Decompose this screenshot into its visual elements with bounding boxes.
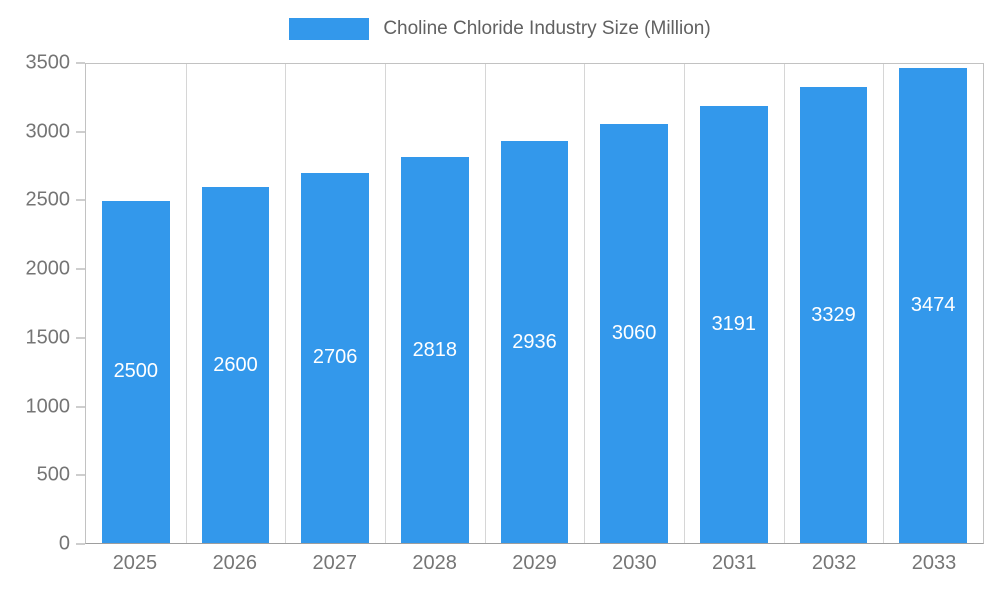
y-tick-label: 3000: [25, 120, 71, 143]
y-tick-label: 500: [36, 463, 70, 486]
y-tick-mark: [76, 543, 85, 545]
y-tick-mark: [76, 131, 85, 133]
vertical-gridline: [883, 64, 885, 543]
bar-2033[interactable]: 3474: [899, 67, 968, 543]
bar-value-label: 2936: [512, 330, 557, 353]
y-tick-label: 0: [58, 532, 70, 555]
bar-2025[interactable]: 2500: [101, 200, 170, 543]
chart-title: Choline Chloride Industry Size (Million): [383, 18, 711, 39]
vertical-gridline: [185, 64, 187, 543]
vertical-gridline: [484, 64, 486, 543]
vertical-gridline: [683, 64, 685, 543]
y-tick-label: 3500: [25, 51, 71, 74]
x-tick-label: 2031: [712, 552, 757, 574]
x-tick-label: 2033: [911, 552, 957, 574]
vertical-gridline: [285, 64, 287, 543]
bar-value-label: 2818: [412, 338, 458, 361]
bar-2030[interactable]: 3060: [600, 124, 669, 543]
x-tick-label: 2032: [811, 552, 857, 574]
legend-swatch: [289, 18, 370, 40]
y-tick-mark: [76, 199, 85, 201]
bar-2032[interactable]: 3329: [799, 87, 868, 543]
x-tick-label: 2028: [412, 552, 457, 574]
bar-2031[interactable]: 3191: [699, 106, 768, 543]
bar-2028[interactable]: 2818: [400, 157, 469, 543]
y-tick-label: 1000: [25, 395, 71, 418]
vertical-gridline: [384, 64, 386, 543]
y-axis-ticks: [76, 62, 85, 545]
y-tick-mark: [76, 474, 85, 476]
y-tick-label: 1500: [25, 326, 71, 349]
y-tick-mark: [76, 406, 85, 408]
bar-2029[interactable]: 2936: [500, 141, 569, 543]
x-axis: 2025 2026 2027 2028 2029 2030 2031 2032 2033: [85, 552, 984, 582]
bar-value-label: 3474: [910, 293, 956, 316]
y-tick-mark: [76, 268, 85, 270]
bar-value-label: 2500: [113, 360, 159, 383]
vertical-gridline: [783, 64, 785, 543]
bar-value-label: 2706: [312, 346, 358, 369]
plot-area: 2500 2600 2706 2818 2936 3060 3191 3329 3474: [85, 63, 984, 544]
chart-legend: Choline Chloride Industry Size (Million): [0, 16, 1000, 42]
x-tick-label: 2025: [112, 552, 158, 574]
bar-value-label: 3060: [611, 322, 657, 345]
y-tick-mark: [76, 62, 85, 64]
y-axis: 0 500 1000 1500 2000 2500 3000 3500: [0, 52, 71, 555]
bar-2027[interactable]: 2706: [301, 172, 370, 543]
x-tick-label: 2027: [312, 552, 357, 574]
y-tick-label: 2000: [25, 257, 71, 280]
vertical-gridline: [584, 64, 586, 543]
y-tick-mark: [76, 337, 85, 339]
bar-value-label: 3191: [711, 313, 757, 336]
x-tick-label: 2029: [512, 552, 557, 574]
bar-2026[interactable]: 2600: [201, 187, 270, 543]
x-tick-label: 2030: [612, 552, 657, 574]
x-tick-label: 2026: [212, 552, 258, 574]
y-tick-label: 2500: [25, 188, 71, 211]
bar-value-label: 3329: [811, 303, 856, 326]
bar-value-label: 2600: [213, 353, 258, 376]
